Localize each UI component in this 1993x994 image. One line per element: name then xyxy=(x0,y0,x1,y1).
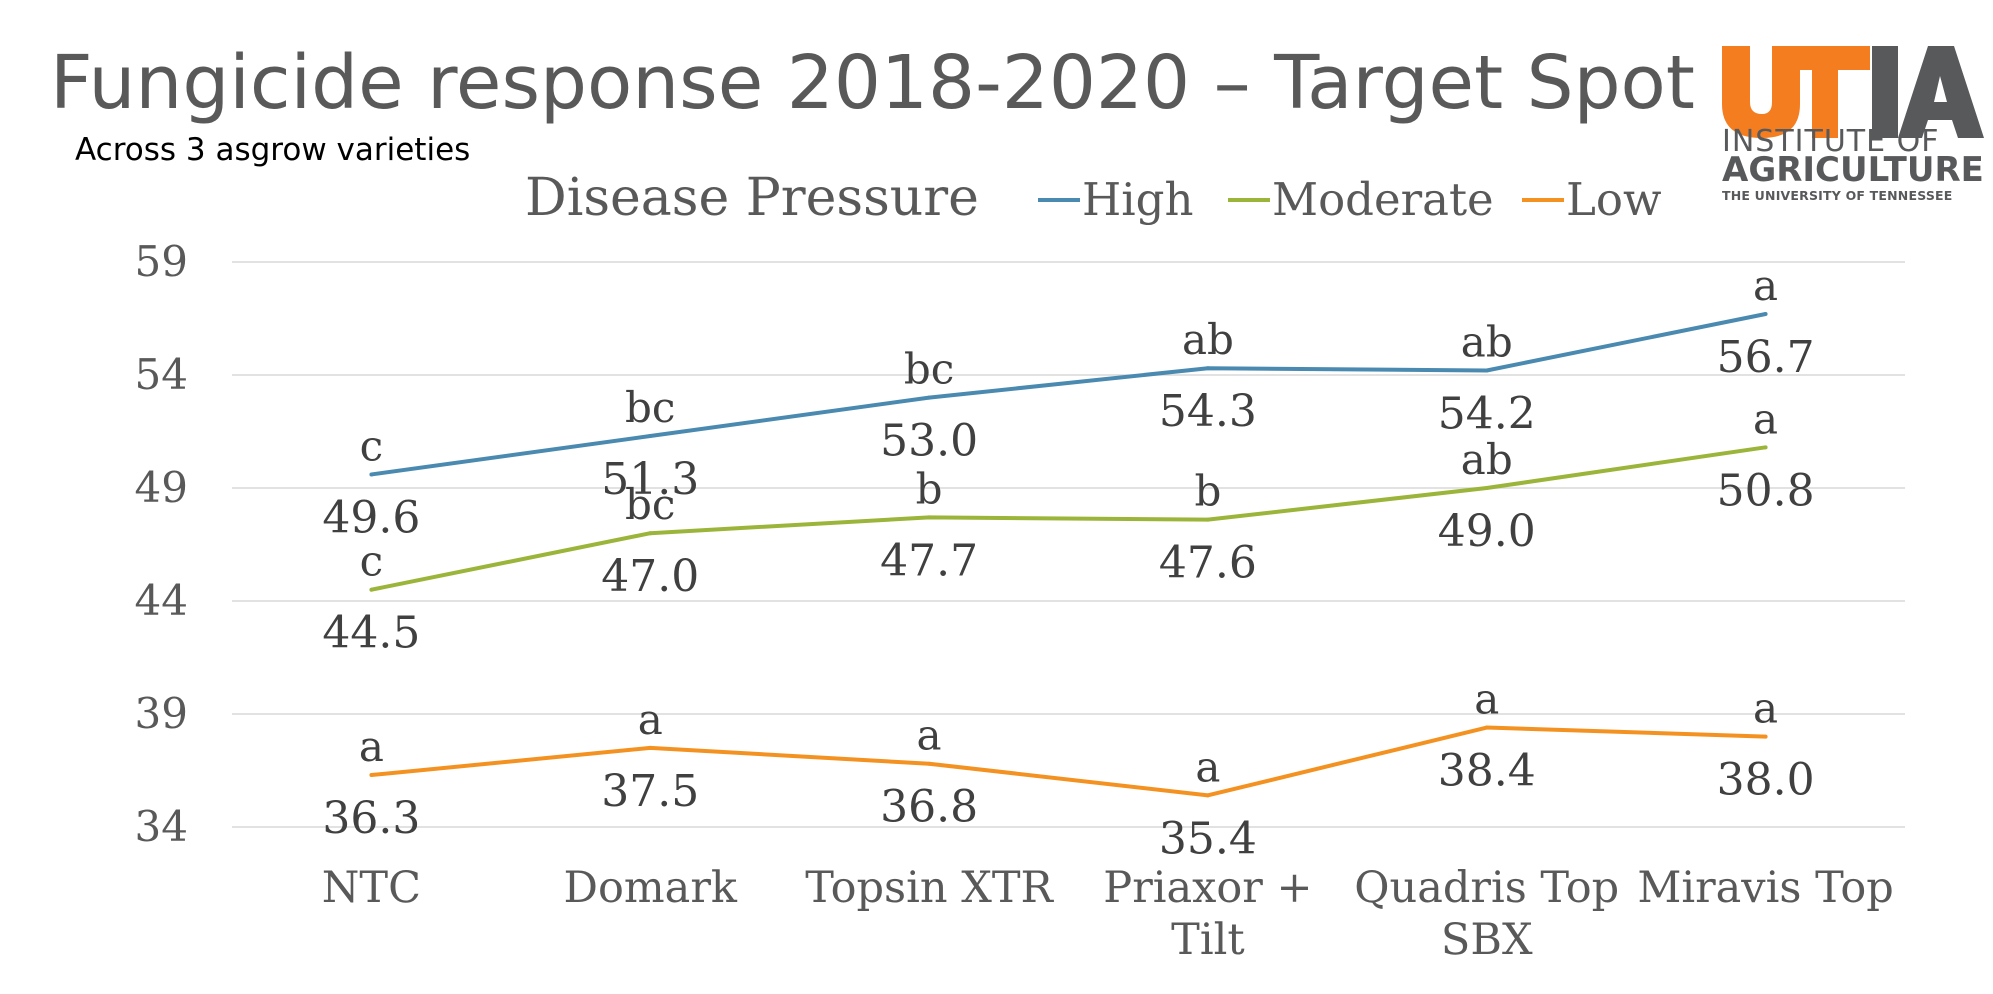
significance-letter: b xyxy=(916,464,943,513)
data-point xyxy=(369,773,374,778)
x-tick-label: Domark xyxy=(564,863,738,913)
logo-line-2: AGRICULTURE xyxy=(1722,150,1984,190)
data-point xyxy=(927,761,932,766)
x-tick-label: NTC xyxy=(322,863,421,913)
utia-logo-icon xyxy=(1722,46,1984,138)
significance-letter: ab xyxy=(1461,317,1513,366)
data-point xyxy=(1205,366,1210,371)
significance-letter: a xyxy=(1753,261,1778,310)
data-point xyxy=(927,515,932,520)
logo-line-1: INSTITUTE OF xyxy=(1722,124,1940,159)
significance-letter: a xyxy=(1195,742,1220,791)
data-point xyxy=(648,434,653,439)
data-label: 50.8 xyxy=(1717,465,1815,516)
x-tick-label: Topsin XTR xyxy=(805,863,1054,913)
data-point xyxy=(1763,445,1768,450)
data-label: 47.6 xyxy=(1159,538,1257,589)
data-label: 36.8 xyxy=(880,782,978,833)
legend-entry-low: Low xyxy=(1566,173,1662,226)
data-label: 51.3 xyxy=(601,454,699,505)
data-label: 54.3 xyxy=(1159,386,1257,437)
legend-entry-high: High xyxy=(1082,173,1193,226)
legend-title: Disease Pressure xyxy=(525,168,979,228)
significance-letter: ab xyxy=(1182,315,1234,364)
series-line-moderate xyxy=(371,445,1766,592)
series-lines xyxy=(369,311,1768,798)
significance-letter: bc xyxy=(625,383,675,432)
x-tick-label: Priaxor + Tilt xyxy=(1103,863,1312,965)
significance-letter: a xyxy=(359,722,384,771)
gridlines xyxy=(232,261,1905,828)
legend: Disease Pressure High Moderate Low xyxy=(525,168,1662,228)
legend-entry-moderate: Moderate xyxy=(1272,173,1494,226)
significance-letter: bc xyxy=(625,480,675,529)
y-tick-label: 44 xyxy=(135,576,188,625)
data-point xyxy=(1484,725,1489,730)
data-label: 38.4 xyxy=(1438,746,1536,797)
y-tick-label: 59 xyxy=(135,237,188,286)
data-point xyxy=(369,587,374,592)
significance-letter: bc xyxy=(904,345,954,394)
data-label: 38.0 xyxy=(1717,755,1815,806)
significance-letter: a xyxy=(638,695,663,744)
data-point xyxy=(1763,311,1768,316)
data-label: 49.0 xyxy=(1438,506,1536,557)
data-point xyxy=(369,472,374,477)
data-label: 37.5 xyxy=(601,766,699,817)
significance-letter: a xyxy=(1753,684,1778,733)
data-label: 35.4 xyxy=(1159,813,1257,864)
significance-letter: c xyxy=(360,537,384,586)
chart-subtitle: Across 3 asgrow varieties xyxy=(75,132,471,168)
data-label: 54.2 xyxy=(1438,388,1536,439)
y-tick-label: 54 xyxy=(135,350,188,399)
data-label: 53.0 xyxy=(880,416,978,467)
y-tick-label: 34 xyxy=(135,802,188,851)
significance-letter: a xyxy=(917,711,942,760)
significance-letter: c xyxy=(360,421,384,470)
significance-letter: a xyxy=(1474,675,1499,724)
data-labels: c49.6bc51.3bc53.0ab54.3ab54.2a56.7c44.5b… xyxy=(322,261,1814,864)
data-label: 47.0 xyxy=(601,551,699,602)
data-point xyxy=(1763,734,1768,739)
x-axis: NTC Domark Topsin XTR Priaxor + Tilt Quadris … xyxy=(322,863,1894,965)
data-point xyxy=(1484,368,1489,373)
data-label: 36.3 xyxy=(322,793,420,844)
significance-letter: a xyxy=(1753,394,1778,443)
series-line-low xyxy=(371,725,1766,798)
data-point xyxy=(648,745,653,750)
series-line-high xyxy=(371,312,1766,477)
x-tick-label: Quadris Top SBX xyxy=(1354,863,1619,965)
significance-letter: b xyxy=(1194,467,1221,516)
data-label: 56.7 xyxy=(1717,332,1815,383)
data-point xyxy=(648,531,653,536)
y-tick-label: 49 xyxy=(135,463,188,512)
data-point xyxy=(1205,793,1210,798)
y-tick-label: 39 xyxy=(135,689,188,738)
y-axis: 59 54 49 44 39 34 xyxy=(135,237,188,851)
data-label: 49.6 xyxy=(322,492,420,543)
significance-letter: ab xyxy=(1461,435,1513,484)
chart-title: Fungicide response 2018-2020 – Target Sp… xyxy=(50,40,1695,126)
logo-line-3: THE UNIVERSITY OF TENNESSEE xyxy=(1722,188,1953,203)
data-label: 47.7 xyxy=(880,535,978,586)
data-point xyxy=(1484,486,1489,490)
data-label: 44.5 xyxy=(322,608,420,659)
data-point xyxy=(927,395,932,400)
data-point xyxy=(1205,517,1210,522)
x-tick-label: Miravis Top xyxy=(1637,863,1894,913)
